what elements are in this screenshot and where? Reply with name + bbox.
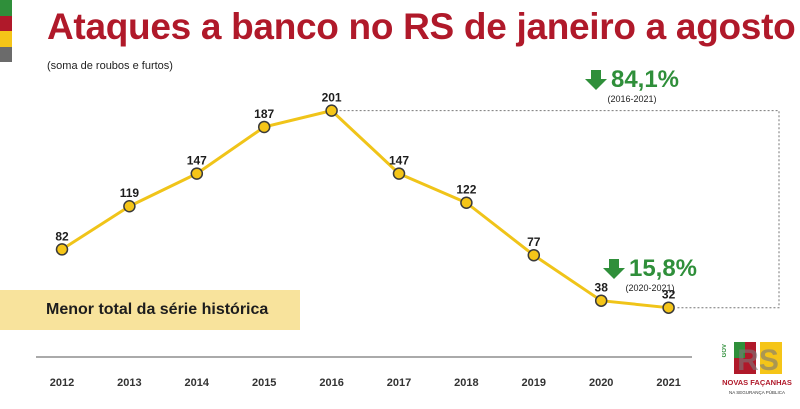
chart-subtitle: (soma de roubos e furtos)	[47, 60, 173, 72]
flag-stripe-gray	[0, 46, 12, 62]
x-tick-label: 2019	[522, 377, 546, 389]
chart-connectors	[339, 110, 780, 309]
data-point	[594, 294, 608, 307]
flag-stripe-red	[0, 15, 12, 31]
arrow-down-icon	[584, 70, 607, 90]
change-block-2016-2021: 84,1% (2016-2021)	[584, 66, 680, 104]
callout-lowest-total: Menor total da série histórica	[0, 290, 300, 330]
logo-gov-tag: GOV	[722, 344, 728, 358]
flag-stripe-green	[0, 0, 12, 16]
data-label: 119	[120, 186, 140, 200]
logo-name: NOVAS FAÇANHAS	[722, 378, 792, 387]
flag-color-bar	[0, 0, 12, 62]
arrow-down-icon	[602, 259, 625, 279]
logo: GOV RS NOVAS FAÇANHAS NA SEGURANÇA PÚBLI…	[722, 338, 792, 404]
data-label: 82	[55, 229, 69, 243]
flag-stripe-yellow	[0, 31, 12, 47]
data-point	[527, 248, 541, 262]
data-point	[392, 167, 406, 180]
logo-tagline: NA SEGURANÇA PÚBLICA	[728, 390, 786, 395]
x-tick-label: 2013	[117, 377, 141, 389]
change-value: 84,1%	[610, 66, 680, 93]
x-tick-label: 2021	[656, 377, 680, 389]
series-line	[61, 109, 669, 310]
change-period: (2016-2021)	[607, 94, 657, 104]
x-tick-label: 2020	[589, 377, 613, 389]
x-tick-label: 2016	[319, 377, 343, 389]
connector-peak-to-last	[339, 110, 780, 309]
data-point	[662, 301, 675, 314]
data-point	[123, 199, 136, 213]
series-line-group: 82 119 147 187 201 147 122 77 38 32	[55, 91, 676, 314]
logo-mark: RS	[734, 342, 782, 377]
change-period: (2020-2021)	[625, 283, 675, 293]
data-point	[325, 104, 338, 117]
data-point	[257, 120, 271, 134]
data-label: 201	[322, 91, 342, 105]
x-tick-labels: 2012 2013 2014 2015 2016 2017 2018 2019 2020 2021	[50, 377, 681, 389]
data-point	[460, 196, 473, 209]
x-tick-label: 2015	[252, 377, 276, 389]
data-label: 147	[389, 154, 409, 168]
x-tick-label: 2017	[387, 377, 411, 389]
logo-mark-text: RS	[737, 344, 779, 377]
data-point	[190, 167, 204, 180]
x-tick-label: 2012	[50, 377, 74, 389]
data-label: 77	[527, 235, 541, 249]
x-tick-label: 2014	[185, 377, 210, 389]
data-label: 38	[595, 281, 609, 295]
chart-title: Ataques a banco no RS de janeiro a agost…	[47, 6, 796, 47]
x-tick-label: 2018	[454, 377, 478, 389]
data-label: 147	[187, 154, 207, 168]
data-point	[55, 243, 69, 256]
data-label: 32	[662, 288, 676, 302]
data-label: 187	[254, 107, 274, 121]
change-value: 15,8%	[628, 255, 698, 282]
change-block-2020-2021: 15,8% (2020-2021)	[600, 255, 700, 293]
callout-text: Menor total da série histórica	[46, 301, 269, 318]
data-label: 122	[456, 183, 476, 197]
